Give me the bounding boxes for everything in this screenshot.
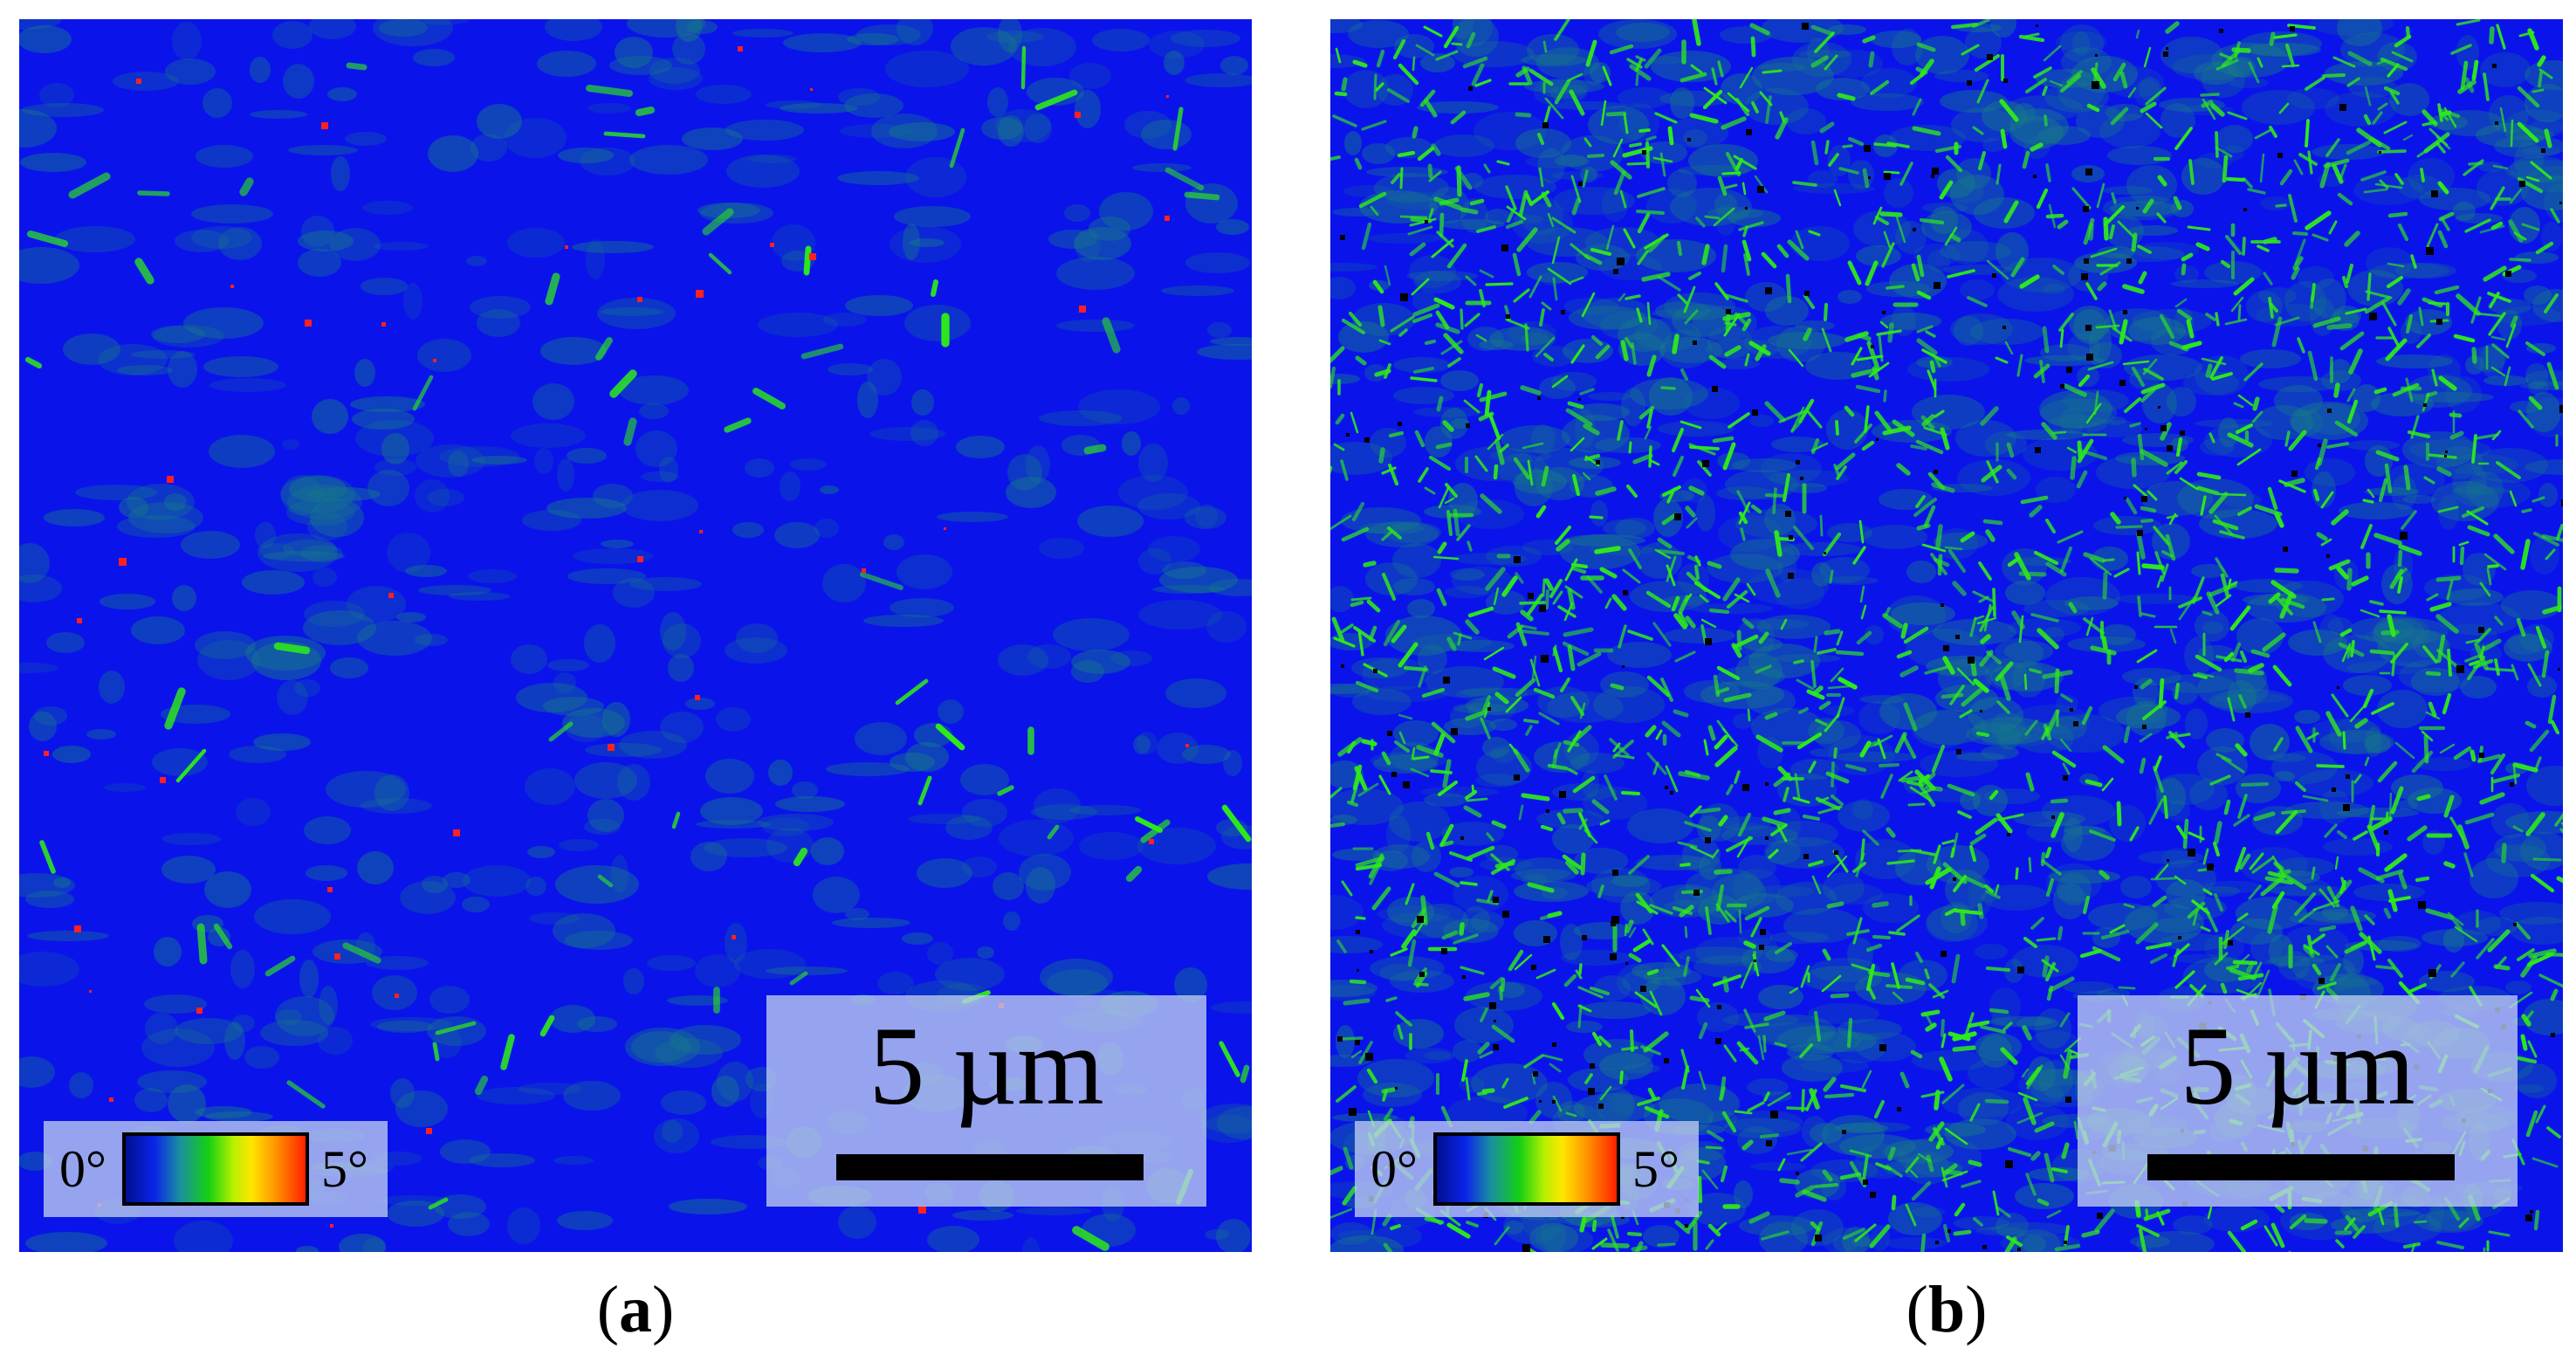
color-legend-b: 0° 5°	[1355, 1121, 1699, 1217]
scale-bar-box-a: 5 µm	[766, 995, 1206, 1207]
kam-map-panel-a: 5 µm 0° 5°	[19, 19, 1252, 1252]
kam-map-texture-b	[1330, 19, 2563, 1252]
legend-min-label-b: 0°	[1370, 1140, 1418, 1198]
kam-map-texture-a	[19, 19, 1252, 1252]
legend-min-label-a: 0°	[59, 1140, 106, 1198]
panel-caption-a: (a)	[596, 1273, 675, 1346]
legend-max-label-b: 5°	[1632, 1140, 1680, 1198]
scale-bar-label-a: 5 µm	[869, 1004, 1104, 1128]
caption-letter-a: a	[619, 1273, 652, 1346]
panel-caption-b: (b)	[1906, 1273, 1988, 1346]
legend-max-label-a: 5°	[321, 1140, 368, 1198]
legend-gradient-bar-a	[122, 1132, 309, 1206]
scale-bar-a	[836, 1154, 1144, 1180]
kam-map-panel-b: 5 µm 0° 5°	[1330, 19, 2563, 1252]
scale-bar-label-b: 5 µm	[2180, 1004, 2415, 1128]
scale-bar-b	[2147, 1154, 2455, 1180]
color-legend-a: 0° 5°	[44, 1121, 388, 1217]
caption-letter-b: b	[1927, 1273, 1966, 1346]
legend-gradient-bar-b	[1433, 1132, 1620, 1206]
scale-bar-box-b: 5 µm	[2078, 995, 2518, 1207]
